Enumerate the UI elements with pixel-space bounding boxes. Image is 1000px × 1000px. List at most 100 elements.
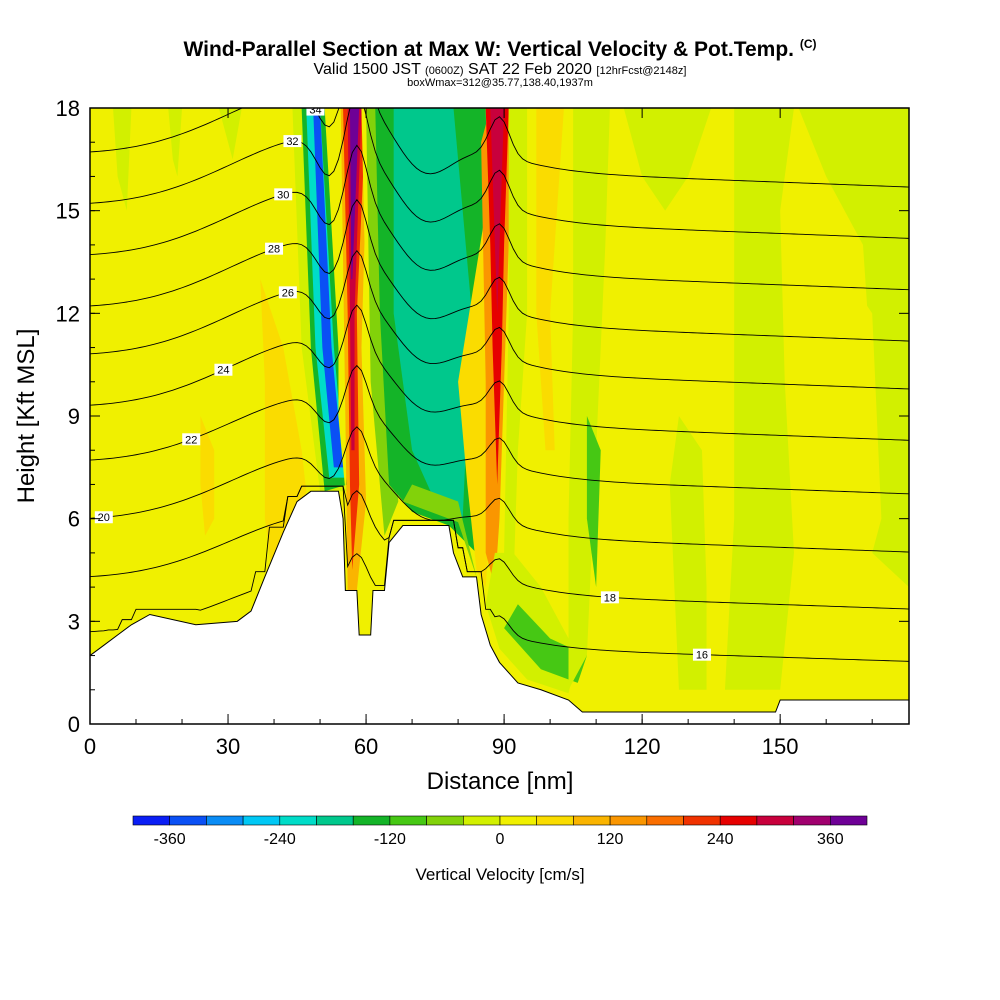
colorbar-tick-label: 120 bbox=[597, 831, 624, 848]
terrain-mask bbox=[90, 490, 909, 724]
theta-label-bg-24 bbox=[214, 363, 233, 376]
w-region-23 bbox=[490, 108, 505, 314]
theta-line-34 bbox=[90, 108, 909, 188]
terrain bbox=[90, 490, 909, 724]
theta-label-24: 24 bbox=[217, 365, 229, 377]
theta-label-26: 26 bbox=[282, 287, 294, 299]
colorbar-swatch bbox=[279, 815, 317, 826]
x-tick-label: 150 bbox=[762, 734, 799, 759]
theta-line-28 bbox=[90, 198, 909, 342]
x-tick-label: 30 bbox=[216, 734, 240, 759]
theta-label-32: 32 bbox=[286, 136, 298, 148]
colorbar-swatch bbox=[793, 815, 831, 826]
w-region-33 bbox=[798, 108, 909, 588]
colorbar-swatch bbox=[573, 815, 611, 826]
y-tick-label: 3 bbox=[68, 609, 80, 634]
colorbar-tick-label: 360 bbox=[817, 831, 844, 848]
chart-subtitle: Valid 1500 JST (0600Z) SAT 22 Feb 2020 [… bbox=[313, 61, 687, 78]
w-region-9 bbox=[313, 108, 344, 468]
colorbar-swatch bbox=[683, 815, 721, 826]
w-region-4 bbox=[200, 416, 215, 536]
w-region-30 bbox=[623, 108, 712, 211]
colorbar-label: Vertical Velocity [cm/s] bbox=[415, 865, 584, 884]
colorbar-swatch bbox=[462, 815, 501, 826]
w-region-27 bbox=[536, 108, 564, 451]
colorbar-swatch bbox=[206, 815, 244, 826]
chart-box-info: boxWmax=312@35.77,138.40,1937m bbox=[407, 77, 593, 89]
theta-line-18 bbox=[90, 485, 909, 610]
theta-line-32 bbox=[90, 108, 909, 239]
theta-label-bg-22 bbox=[182, 433, 201, 446]
theta-label-16: 16 bbox=[696, 650, 708, 662]
colorbar-swatch bbox=[316, 815, 354, 826]
colorbar-swatch bbox=[646, 815, 684, 826]
colorbar-tick-label: -120 bbox=[374, 831, 406, 848]
w-region-32 bbox=[724, 108, 794, 690]
theta-line-30 bbox=[90, 144, 909, 291]
theta-label-bg-34 bbox=[306, 108, 325, 116]
copyright-mark: (C) bbox=[799, 37, 817, 51]
w-region-3 bbox=[218, 108, 242, 160]
w-region-26 bbox=[504, 108, 528, 588]
colorbar: -360 -240 -120 0 120 240 360 bbox=[132, 815, 868, 848]
colorbar-swatch bbox=[426, 815, 464, 826]
theta-line-22 bbox=[90, 364, 909, 495]
y-tick-label: 0 bbox=[68, 712, 80, 737]
theta-line-20 bbox=[90, 426, 909, 553]
theta-label-22: 22 bbox=[185, 434, 197, 446]
w-region-29 bbox=[586, 416, 601, 588]
theta-label-18: 18 bbox=[604, 592, 616, 604]
y-tick-label: 12 bbox=[56, 301, 80, 326]
colorbar-swatch bbox=[169, 815, 207, 826]
axes: 0 30 60 90 120 150 0 3 6 9 12 15 18 bbox=[56, 96, 909, 759]
w-region-18 bbox=[393, 108, 472, 519]
theta-label-28: 28 bbox=[268, 244, 280, 256]
w-region-28 bbox=[568, 108, 610, 690]
x-tick-label: 60 bbox=[354, 734, 378, 759]
w-region-1 bbox=[113, 108, 132, 211]
w-region-19 bbox=[402, 484, 477, 577]
theta-label-bg-32 bbox=[283, 135, 302, 148]
colorbar-tick-label: -360 bbox=[154, 831, 186, 848]
theta-label-34: 34 bbox=[309, 105, 321, 117]
colorbar-tick-label: -240 bbox=[264, 831, 296, 848]
theta-label-bg-16 bbox=[692, 648, 711, 661]
colorbar-swatch bbox=[536, 815, 574, 826]
theta-label-20: 20 bbox=[98, 512, 110, 524]
colorbar-swatch bbox=[499, 815, 538, 826]
theta-label-bg-30 bbox=[274, 188, 293, 201]
colorbar-swatch bbox=[756, 815, 794, 826]
colorbar-swatch bbox=[242, 815, 281, 826]
x-tick-label: 0 bbox=[84, 734, 96, 759]
theta-label-30: 30 bbox=[277, 189, 289, 201]
theta-label-bg-20 bbox=[94, 511, 113, 524]
theta-label-bg-26 bbox=[278, 286, 297, 299]
w-region-2 bbox=[168, 108, 183, 177]
theta-line-16 bbox=[90, 485, 909, 662]
y-tick-label: 9 bbox=[68, 404, 80, 429]
y-tick-label: 15 bbox=[56, 199, 80, 224]
y-axis-label: Height [Kft MSL] bbox=[13, 329, 40, 504]
colorbar-swatch bbox=[389, 815, 427, 826]
colorbar-tick-label: 240 bbox=[707, 831, 734, 848]
colorbar-swatch bbox=[829, 815, 868, 826]
x-tick-label: 120 bbox=[624, 734, 661, 759]
y-tick-label: 18 bbox=[56, 96, 80, 121]
y-tick-label: 6 bbox=[68, 507, 80, 532]
chart-title: Wind-Parallel Section at Max W: Vertical… bbox=[183, 37, 817, 61]
x-tick-label: 90 bbox=[492, 734, 516, 759]
colorbar-tick-label: 0 bbox=[496, 831, 505, 848]
w-region-31 bbox=[669, 416, 707, 690]
colorbar-swatch bbox=[719, 815, 758, 826]
colorbar-swatch bbox=[609, 815, 648, 826]
colorbar-swatch bbox=[352, 815, 391, 826]
colorbar-swatch bbox=[132, 815, 171, 826]
theta-label-bg-18 bbox=[600, 591, 619, 604]
theta-label-bg-28 bbox=[265, 242, 284, 255]
w-region-14 bbox=[349, 108, 360, 280]
w-region-34 bbox=[849, 279, 882, 588]
theta-line-26 bbox=[90, 249, 909, 390]
theta-contours: 16 18 20 22 24 26 28 30 32 34 bbox=[90, 105, 909, 662]
x-axis-label: Distance [nm] bbox=[427, 768, 574, 795]
